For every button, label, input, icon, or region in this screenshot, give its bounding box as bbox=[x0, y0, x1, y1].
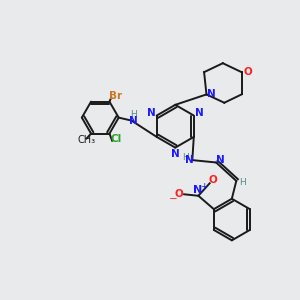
Text: H: H bbox=[182, 153, 189, 162]
Text: N: N bbox=[217, 155, 225, 165]
Text: N: N bbox=[195, 108, 203, 118]
Text: −: − bbox=[169, 194, 178, 204]
Text: Cl: Cl bbox=[110, 134, 121, 144]
Text: O: O bbox=[244, 67, 253, 77]
Text: N: N bbox=[185, 155, 194, 165]
Text: N: N bbox=[171, 148, 180, 159]
Text: N: N bbox=[207, 89, 216, 99]
Text: N: N bbox=[147, 108, 156, 118]
Text: CH₃: CH₃ bbox=[77, 135, 96, 145]
Text: N: N bbox=[129, 116, 137, 126]
Text: O: O bbox=[209, 175, 218, 185]
Text: H: H bbox=[130, 110, 137, 119]
Text: Br: Br bbox=[109, 91, 122, 101]
Text: +: + bbox=[201, 182, 208, 191]
Text: N: N bbox=[193, 185, 203, 195]
Text: H: H bbox=[239, 178, 246, 187]
Text: O: O bbox=[175, 189, 184, 199]
